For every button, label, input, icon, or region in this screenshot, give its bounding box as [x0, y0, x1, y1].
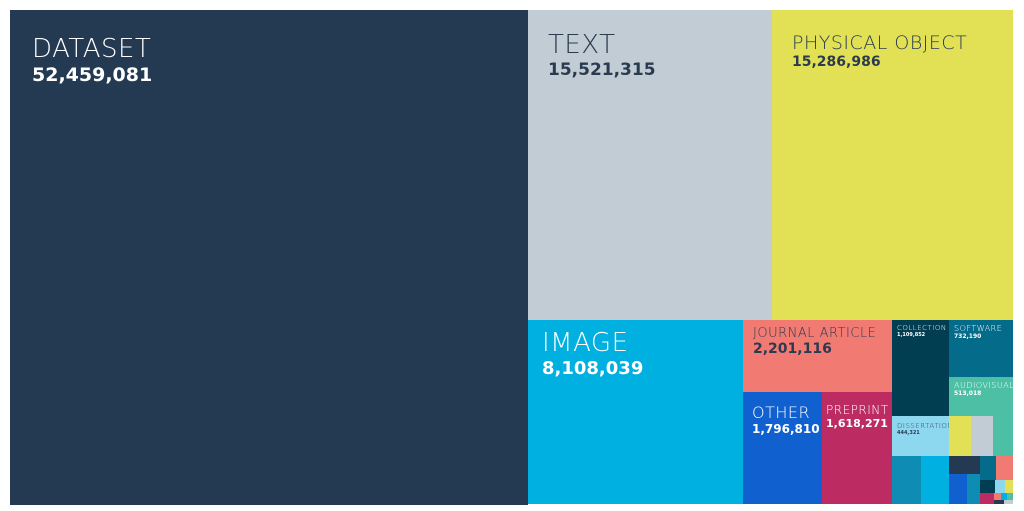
treemap-tile-small[interactable] — [996, 456, 1013, 480]
treemap-tile-small[interactable] — [921, 456, 949, 504]
treemap-tile-small[interactable] — [949, 416, 971, 456]
treemap-tile-small[interactable] — [971, 416, 993, 456]
tile-label: IMAGE — [542, 328, 629, 358]
treemap-tile-small[interactable] — [980, 480, 995, 493]
treemap-tile-preprint[interactable]: PREPRINT 1,618,271 — [822, 392, 892, 504]
tile-label: SOFTWARE — [954, 324, 1003, 333]
treemap-tile-small[interactable] — [1005, 480, 1013, 493]
tile-value: 1,618,271 — [826, 417, 888, 430]
tile-label: DATASET — [32, 34, 152, 64]
treemap-tile-collection[interactable]: COLLECTION 1,109,852 — [892, 320, 949, 416]
tile-label: COLLECTION — [897, 324, 947, 332]
tile-label: PREPRINT — [826, 403, 889, 417]
treemap-tile-small[interactable] — [980, 456, 996, 480]
treemap-tile-physical-object[interactable]: PHYSICAL OBJECT 15,286,986 — [772, 10, 1013, 320]
treemap-tile-small[interactable] — [1007, 493, 1013, 500]
treemap-tile-other[interactable]: OTHER 1,796,810 — [743, 392, 822, 504]
tile-label: PHYSICAL OBJECT — [792, 32, 968, 54]
tile-value: 15,521,315 — [548, 60, 656, 80]
tile-label: JOURNAL ARTICLE — [753, 326, 877, 341]
tile-value: 1,796,810 — [752, 422, 820, 436]
treemap-tile-software[interactable]: SOFTWARE 732,190 — [949, 320, 1013, 377]
treemap-tile-dissertation[interactable]: DISSERTATION 444,321 — [892, 416, 949, 456]
tile-value: 732,190 — [954, 333, 982, 340]
tile-value: 444,321 — [897, 430, 920, 436]
treemap-tile-small[interactable] — [949, 474, 967, 504]
treemap-tile-small[interactable] — [1001, 493, 1007, 500]
treemap-tile-small[interactable] — [967, 474, 980, 504]
tile-value: 1,109,852 — [897, 332, 926, 338]
treemap-tile-small[interactable] — [994, 493, 1001, 500]
tile-value: 8,108,039 — [542, 358, 644, 379]
tile-label: TEXT — [548, 30, 616, 60]
treemap-tile-dataset[interactable]: DATASET 52,459,081 — [10, 10, 528, 505]
treemap-tile-small[interactable] — [949, 456, 980, 474]
tile-value: 52,459,081 — [32, 64, 153, 86]
treemap-tile-small[interactable] — [1004, 500, 1013, 504]
treemap-tile-text[interactable]: TEXT 15,521,315 — [528, 10, 772, 320]
tile-value: 15,286,986 — [792, 54, 881, 70]
treemap-tile-small[interactable] — [994, 500, 1004, 504]
treemap-tile-journal-article[interactable]: JOURNAL ARTICLE 2,201,116 — [743, 320, 892, 392]
treemap-tile-small[interactable] — [995, 480, 1005, 493]
treemap-tile-small[interactable] — [993, 416, 1013, 456]
tile-value: 513,018 — [954, 390, 982, 397]
tile-label: DISSERTATION — [897, 422, 949, 430]
tile-label: OTHER — [752, 403, 811, 422]
tile-value: 2,201,116 — [753, 341, 832, 357]
treemap-tile-small[interactable] — [980, 493, 994, 504]
treemap-tile-audiovisual[interactable]: AUDIOVISUAL 513,018 — [949, 377, 1013, 416]
tile-label: AUDIOVISUAL — [954, 381, 1013, 390]
treemap-tile-small[interactable] — [892, 456, 921, 504]
treemap-tile-image[interactable]: IMAGE 8,108,039 — [528, 320, 743, 504]
